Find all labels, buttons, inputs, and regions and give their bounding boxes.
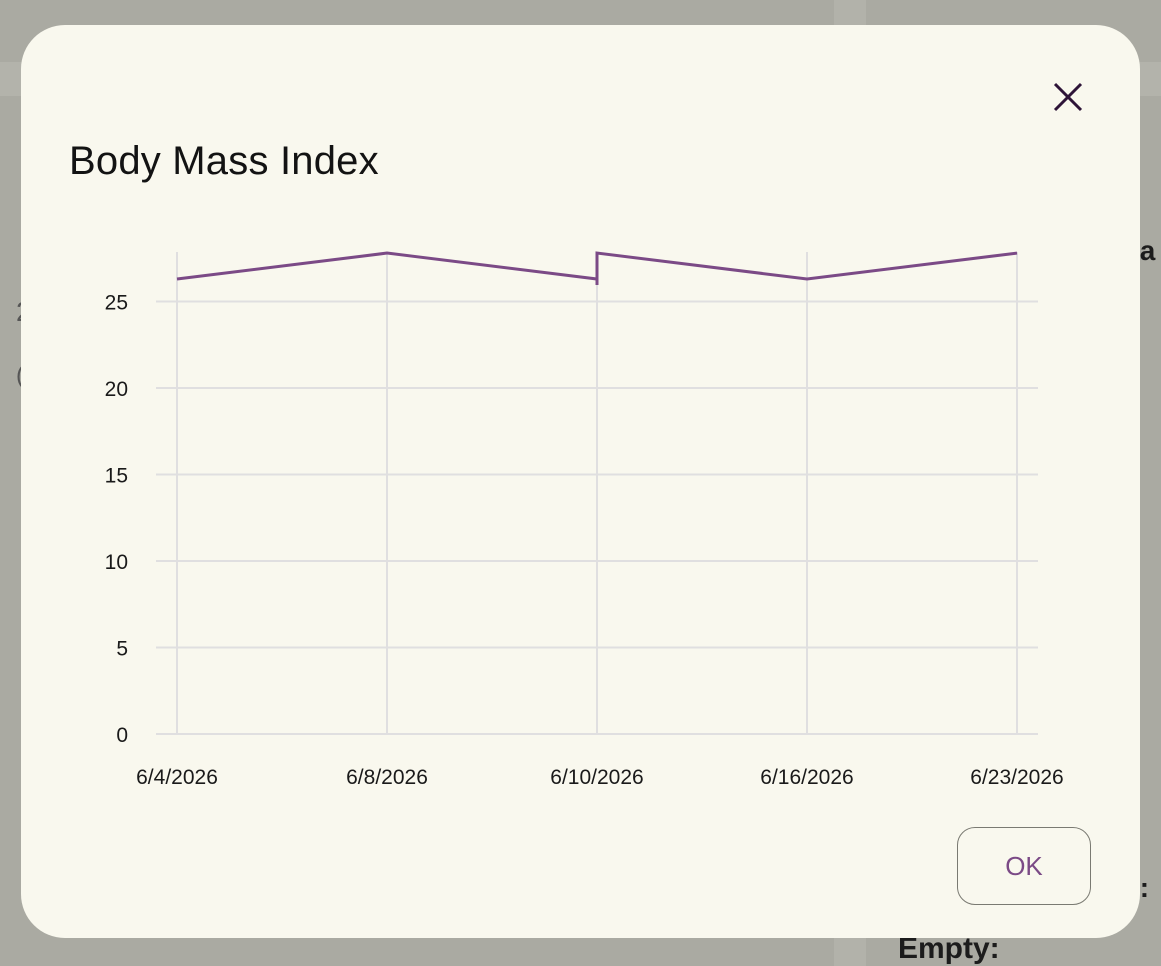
bmi-dialog: Body Mass Index 0 5 10 15 20 25 6/4/2026 6/8/2… xyxy=(21,25,1140,938)
bmi-line-chart: 0 5 10 15 20 25 6/4/2026 6/8/2026 6/10/2026 6/16… xyxy=(105,251,1064,789)
y-tick-label: 0 xyxy=(116,724,128,747)
close-button[interactable] xyxy=(1046,75,1090,119)
close-icon xyxy=(1053,82,1083,112)
x-axis-ticks: 6/4/2026 6/8/2026 6/10/2026 6/16/2026 6/23/2… xyxy=(136,766,1064,789)
ok-button[interactable]: OK xyxy=(957,827,1091,905)
y-tick-label: 25 xyxy=(105,292,128,315)
background-text-fragment: ( xyxy=(16,362,24,389)
bmi-line xyxy=(176,251,1018,281)
y-tick-label: 10 xyxy=(105,551,128,574)
dialog-title: Body Mass Index xyxy=(69,139,379,183)
y-tick-label: 5 xyxy=(116,638,128,661)
y-axis-ticks: 0 5 10 15 20 25 xyxy=(105,292,128,748)
chart-grid xyxy=(156,252,1038,735)
y-tick-label: 20 xyxy=(105,378,128,401)
y-tick-label: 15 xyxy=(105,465,128,488)
x-tick-label: 6/4/2026 xyxy=(136,766,218,789)
x-tick-label: 6/23/2026 xyxy=(970,766,1063,789)
bmi-series xyxy=(176,251,1018,286)
x-tick-label: 6/10/2026 xyxy=(550,766,643,789)
x-tick-label: 6/16/2026 xyxy=(760,766,853,789)
x-tick-label: 6/8/2026 xyxy=(346,766,428,789)
